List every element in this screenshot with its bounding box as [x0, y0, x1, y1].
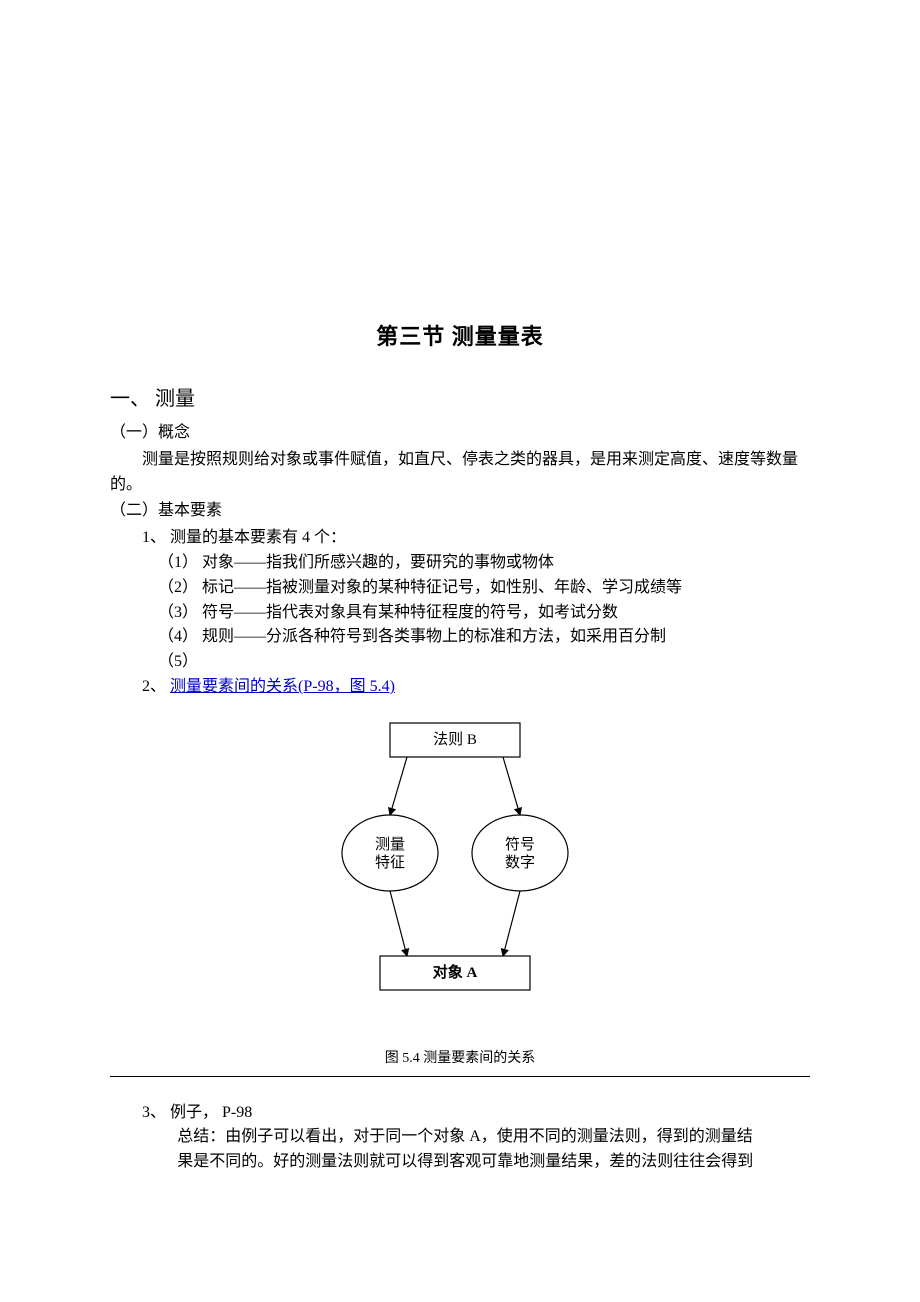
- node-feat: [342, 815, 438, 891]
- elements-lead: 1、 测量的基本要素有 4 个：: [110, 526, 810, 551]
- heading-measurement: 一、 测量: [110, 384, 810, 415]
- flowchart-svg: 法则 B 测量特征 符号数字对象 A: [280, 718, 640, 1018]
- element-item-4: （4） 规则——分派各种符号到各类事物上的标准和方法，如采用百分制: [110, 625, 810, 650]
- document-page: 第三节 测量量表 一、 测量 （一）概念 测量是按照规则给对象或事件赋值，如直尺…: [0, 0, 920, 1235]
- edge-rule-feat: [390, 757, 407, 815]
- caption-divider: [110, 1076, 810, 1077]
- element-item-1: （1） 对象——指我们所感兴趣的，要研究的事物或物体: [110, 551, 810, 576]
- figure-caption: 图 5.4 测量要素间的关系: [110, 1048, 810, 1070]
- node-label-sym-l1: 符号: [505, 836, 535, 853]
- node-label-sym-l2: 数字: [505, 854, 535, 871]
- edge-feat-obj: [390, 891, 407, 956]
- heading-concept: （一）概念: [110, 421, 810, 446]
- section-title: 第三节 测量量表: [110, 320, 810, 354]
- heading-elements: （二）基本要素: [110, 499, 810, 524]
- example-lead: 3、 例子， P-98: [110, 1101, 810, 1126]
- node-label-obj: 对象 A: [433, 963, 478, 981]
- node-label-feat-l1: 测量: [375, 836, 405, 853]
- edge-rule-sym: [503, 757, 520, 815]
- relation-line: 2、 测量要素间的关系(P-98，图 5.4): [110, 675, 810, 700]
- element-item-5: （5）: [110, 650, 810, 675]
- example-summary-line2: 果是不同的。好的测量法则就可以得到客观可靠地测量结果，差的法则往往会得到: [110, 1150, 810, 1175]
- concept-paragraph: 测量是按照规则给对象或事件赋值，如直尺、停表之类的器具，是用来测定高度、速度等数…: [110, 448, 810, 498]
- edge-sym-obj: [503, 891, 520, 956]
- relation-prefix: 2、: [142, 678, 166, 695]
- element-item-2: （2） 标记——指被测量对象的某种特征记号，如性别、年龄、学习成绩等: [110, 576, 810, 601]
- node-label-rule: 法则 B: [433, 731, 477, 748]
- node-label-feat-l2: 特征: [375, 854, 405, 871]
- example-summary-line1: 总结：由例子可以看出，对于同一个对象 A，使用不同的测量法则，得到的测量结: [110, 1125, 810, 1150]
- element-item-3: （3） 符号——指代表对象具有某种特征程度的符号，如考试分数: [110, 601, 810, 626]
- node-sym: [472, 815, 568, 891]
- diagram-figure-5-4: 法则 B 测量特征 符号数字对象 A 图 5.4 测量要素间的关系: [110, 718, 810, 1077]
- relation-link[interactable]: 测量要素间的关系(P-98，图 5.4): [170, 678, 395, 695]
